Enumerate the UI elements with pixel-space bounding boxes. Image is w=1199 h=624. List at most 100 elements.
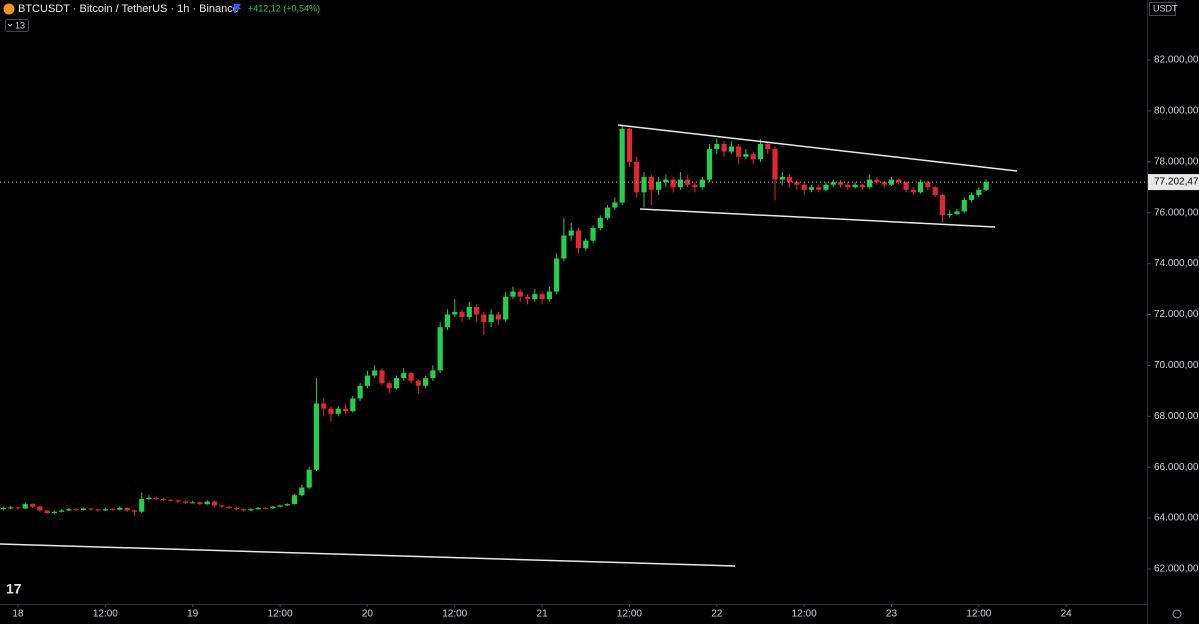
candle-body: [313, 403, 320, 470]
candle-body: [408, 373, 414, 381]
currency-box[interactable]: [1149, 2, 1176, 16]
candle-body: [634, 161, 640, 193]
candle-body: [102, 509, 108, 511]
candle-body: [859, 184, 865, 188]
candle-body: [961, 199, 967, 212]
y-tick-label: 74.000,00: [1154, 258, 1199, 269]
candle-body: [867, 179, 873, 188]
candle-body: [364, 375, 370, 386]
candle-body: [182, 501, 189, 503]
settings-icon[interactable]: [1172, 609, 1182, 619]
candle-body: [73, 509, 79, 511]
logo: 17: [6, 581, 22, 597]
candle-body: [939, 194, 946, 216]
symbol-title: BTCUSDT · Bitcoin / TetherUS · 1h · Bina…: [18, 3, 239, 15]
candle-body: [816, 187, 822, 190]
candle-body: [59, 510, 65, 512]
candle-body: [15, 507, 21, 509]
symbol-icon: [3, 3, 15, 15]
candle-body: [896, 179, 902, 183]
x-tick-label: 12:00: [93, 609, 118, 620]
candle-body: [211, 501, 218, 506]
candle-body: [357, 385, 363, 399]
candle-body: [444, 314, 451, 328]
currency-label[interactable]: USDT: [1153, 3, 1178, 13]
candle-body: [95, 509, 101, 511]
candle-body: [124, 507, 130, 511]
candle-body: [131, 510, 138, 512]
candle-body: [197, 502, 203, 505]
indicator-count[interactable]: 13: [15, 20, 25, 30]
candle-body: [786, 177, 793, 183]
candle-body: [517, 291, 523, 297]
candle-body: [714, 143, 720, 150]
candle-body: [845, 184, 851, 188]
candle-body: [153, 497, 159, 500]
y-tick-label: 78.000,00: [1154, 156, 1199, 167]
candle-body: [29, 504, 36, 507]
trend-line: [639, 208, 996, 228]
candle-body: [503, 296, 509, 320]
candle-body: [415, 380, 421, 386]
candle-body: [459, 311, 465, 318]
candle-body: [284, 504, 290, 506]
candle-body: [655, 182, 662, 190]
candle-body: [794, 182, 800, 185]
x-tick-label: 24: [1061, 609, 1073, 620]
candle-body: [561, 235, 567, 259]
y-tick-label: 82.000,00: [1154, 55, 1199, 66]
candle-body: [306, 469, 312, 488]
price-change[interactable]: +412,12 (+0,54%): [248, 3, 320, 13]
x-tick-label: 19: [187, 609, 199, 620]
y-tick-label: 80.000,00: [1154, 106, 1199, 117]
candle-body: [568, 230, 574, 236]
candle-body: [721, 143, 727, 152]
candle-body: [757, 143, 764, 160]
candle-body: [277, 505, 283, 507]
flag-icon: [234, 4, 241, 13]
chevron-icon: [7, 23, 13, 27]
candle-body: [539, 294, 545, 300]
candle-body: [386, 383, 392, 389]
candle-body: [88, 508, 94, 510]
candle-body: [874, 179, 880, 183]
y-tick-label: 66.000,00: [1154, 462, 1199, 473]
candle-body: [350, 398, 356, 412]
candle-body: [80, 508, 87, 510]
candle-body: [270, 506, 276, 509]
y-tick-label: 70.000,00: [1154, 360, 1199, 371]
candle-body: [823, 184, 829, 190]
candle-body: [670, 179, 676, 188]
candle-body: [0, 507, 7, 510]
x-tick-label: 21: [537, 609, 549, 620]
candle-body: [160, 499, 167, 501]
candle-body: [473, 306, 480, 315]
candle-body: [918, 182, 924, 193]
candle-body: [808, 187, 815, 190]
last-price-box: [1148, 174, 1199, 191]
candle-body: [372, 370, 378, 376]
candle-body: [291, 495, 298, 505]
candle-body: [241, 509, 247, 511]
candle-body: [328, 408, 334, 414]
candle-body: [488, 314, 494, 323]
candle-body: [954, 211, 960, 214]
candle-body: [779, 177, 785, 180]
candle-body: [495, 314, 502, 320]
candle-body: [524, 296, 531, 300]
candle-body: [37, 506, 43, 511]
candle-body: [321, 403, 327, 409]
indicator-toggle[interactable]: [5, 19, 29, 32]
candle-body: [648, 177, 654, 190]
candle-body: [699, 179, 705, 188]
candle-body: [837, 182, 844, 185]
candle-body: [233, 507, 239, 510]
candle-body: [597, 217, 603, 228]
candle-body: [881, 182, 887, 185]
x-tick-label: 12:00: [966, 609, 991, 620]
x-tick-label: 18: [12, 609, 24, 620]
candle-body: [22, 504, 28, 509]
candle-body: [219, 505, 225, 507]
candle-body: [190, 502, 196, 504]
